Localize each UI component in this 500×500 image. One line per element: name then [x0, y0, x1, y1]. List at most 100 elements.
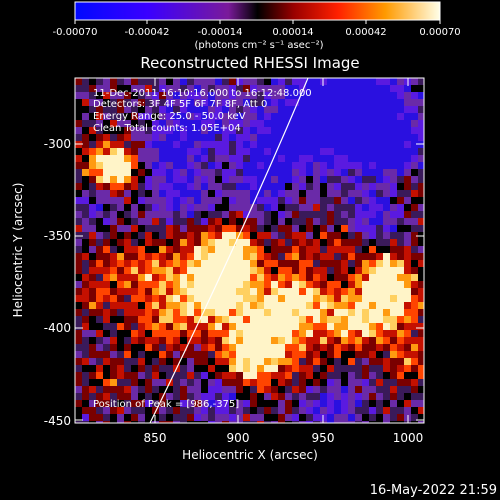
- heatmap-cell: [208, 386, 216, 394]
- heatmap-cell: [117, 414, 125, 422]
- heatmap-cell: [404, 113, 412, 121]
- heatmap-cell: [313, 99, 321, 107]
- heatmap-cell: [271, 267, 279, 275]
- heatmap-cell: [418, 183, 424, 191]
- heatmap-cell: [271, 204, 279, 212]
- heatmap-cell: [215, 204, 223, 212]
- heatmap-cell: [138, 281, 146, 289]
- heatmap-cell: [404, 267, 412, 275]
- plot-frame: [74, 77, 425, 424]
- heatmap-cell: [75, 302, 83, 310]
- heatmap-cell: [159, 295, 167, 303]
- heatmap-cell: [194, 162, 202, 170]
- heatmap-cell: [264, 414, 272, 422]
- heatmap-cell: [264, 372, 272, 380]
- heatmap-cell: [187, 372, 195, 380]
- heatmap-cell: [264, 358, 272, 366]
- heatmap-cell: [131, 421, 139, 423]
- heatmap-cell: [103, 358, 111, 366]
- heatmap-cell: [271, 260, 279, 268]
- heatmap-cell: [306, 78, 314, 86]
- heatmap-cell: [82, 358, 90, 366]
- heatmap-cell: [390, 414, 398, 422]
- heatmap-cell: [418, 99, 424, 107]
- heatmap-cell: [145, 190, 153, 198]
- heatmap-cell: [278, 267, 286, 275]
- heatmap-cell: [355, 372, 363, 380]
- heatmap-cell: [124, 379, 132, 387]
- heatmap-cell: [96, 99, 104, 107]
- heatmap-cell: [229, 183, 237, 191]
- heatmap-cell: [411, 204, 419, 212]
- heatmap-cell: [187, 176, 195, 184]
- heatmap-cell: [257, 253, 265, 261]
- heatmap-cell: [180, 232, 188, 240]
- heatmap-cell: [271, 134, 279, 142]
- heatmap-cell: [180, 239, 188, 247]
- heatmap-cell: [194, 120, 202, 128]
- heatmap-cell: [236, 379, 244, 387]
- heatmap-cell: [215, 92, 223, 100]
- heatmap-cell: [362, 141, 370, 149]
- heatmap-cell: [82, 120, 90, 128]
- heatmap-cell: [278, 351, 286, 359]
- heatmap-cell: [229, 106, 237, 114]
- heatmap-cell: [117, 127, 125, 135]
- heatmap-cell: [264, 260, 272, 268]
- heatmap-cell: [229, 239, 237, 247]
- heatmap-cell: [229, 120, 237, 128]
- heatmap-cell: [327, 204, 335, 212]
- heatmap-cell: [411, 183, 419, 191]
- heatmap-cell: [327, 281, 335, 289]
- heatmap-cell: [145, 281, 153, 289]
- heatmap-cell: [180, 218, 188, 226]
- detectors-line: Detectors: 3F 4F 5F 6F 7F 8F, Att 0: [93, 99, 267, 110]
- heatmap-cell: [159, 183, 167, 191]
- heatmap-cell: [82, 197, 90, 205]
- heatmap-cell: [82, 78, 90, 86]
- heatmap-cell: [187, 190, 195, 198]
- heatmap-cell: [166, 155, 174, 163]
- heatmap-cell: [341, 134, 349, 142]
- heatmap-cell: [138, 211, 146, 219]
- heatmap-cell: [257, 176, 265, 184]
- heatmap-cell: [418, 309, 424, 317]
- heatmap-cell: [292, 204, 300, 212]
- heatmap-cell: [96, 106, 104, 114]
- heatmap-cell: [152, 127, 160, 135]
- heatmap-cell: [145, 358, 153, 366]
- heatmap-cell: [180, 155, 188, 163]
- heatmap-cell: [390, 274, 398, 282]
- heatmap-cell: [264, 407, 272, 415]
- heatmap-cell: [383, 78, 391, 86]
- heatmap-cell: [96, 204, 104, 212]
- heatmap-cell: [299, 141, 307, 149]
- heatmap-cell: [348, 302, 356, 310]
- heatmap-cell: [110, 218, 118, 226]
- heatmap-cell: [152, 372, 160, 380]
- heatmap-cell: [278, 253, 286, 261]
- heatmap-cell: [173, 288, 181, 296]
- heatmap-cell: [166, 407, 174, 415]
- heatmap-cell: [355, 134, 363, 142]
- heatmap-cell: [264, 99, 272, 107]
- heatmap-cell: [418, 176, 424, 184]
- heatmap-cell: [145, 183, 153, 191]
- heatmap-cell: [278, 372, 286, 380]
- heatmap-cell: [96, 225, 104, 233]
- heatmap-cell: [75, 106, 83, 114]
- heatmap-cell: [355, 232, 363, 240]
- heatmap-cell: [418, 351, 424, 359]
- heatmap-cell: [327, 337, 335, 345]
- heatmap-cell: [166, 316, 174, 324]
- heatmap-cell: [138, 253, 146, 261]
- heatmap-cell: [180, 134, 188, 142]
- heatmap-cell: [208, 176, 216, 184]
- heatmap-cell: [383, 288, 391, 296]
- heatmap-cell: [243, 351, 251, 359]
- heatmap-cell: [285, 295, 293, 303]
- heatmap-cell: [236, 365, 244, 373]
- heatmap-cell: [362, 386, 370, 394]
- heatmap-cell: [362, 309, 370, 317]
- heatmap-cell: [285, 141, 293, 149]
